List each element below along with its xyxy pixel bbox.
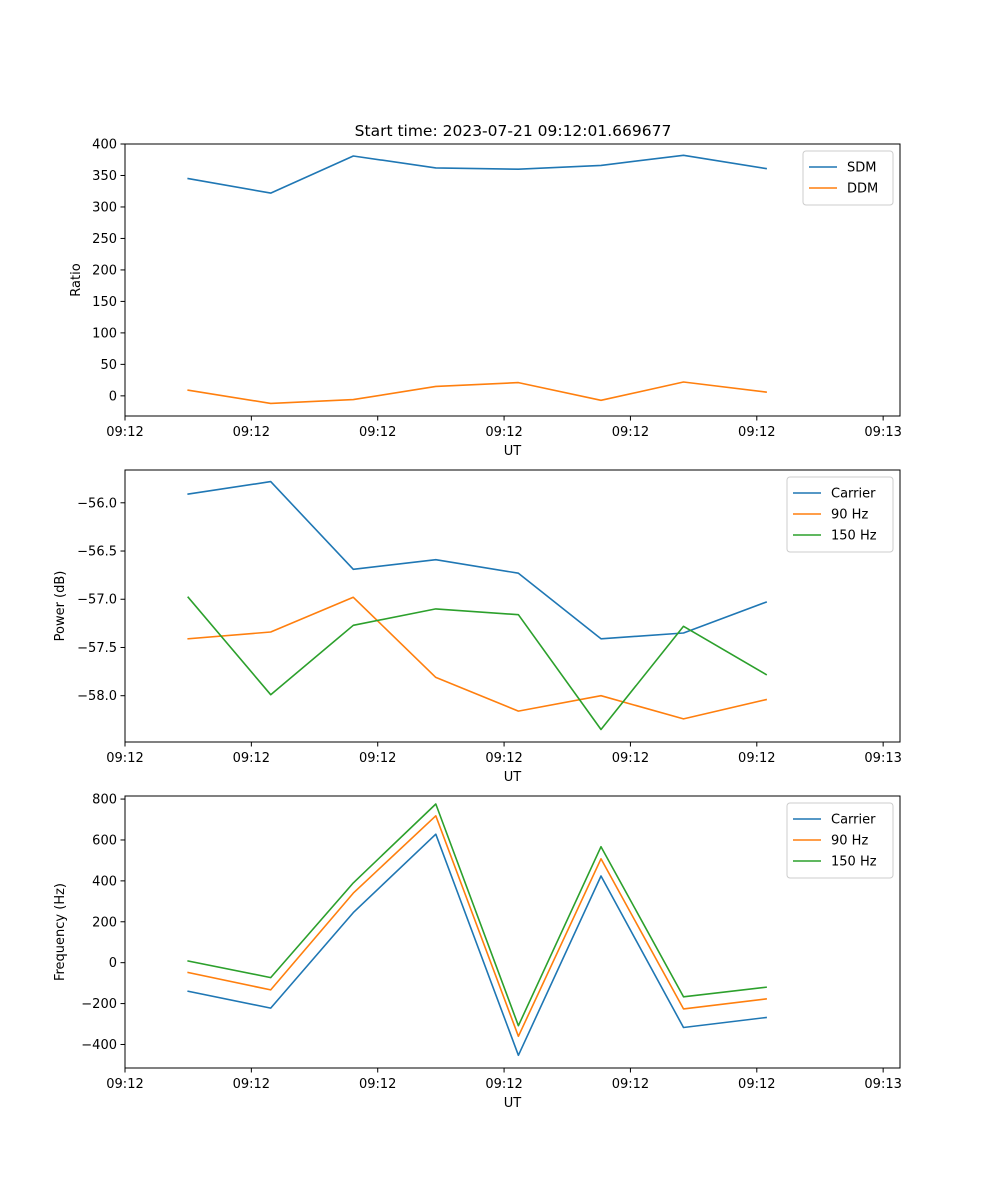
y-axis-label: Ratio (69, 263, 84, 296)
y-tick-label: 200 (92, 915, 117, 930)
x-tick-label: 09:12 (612, 751, 649, 766)
y-tick-label: 200 (92, 263, 117, 278)
legend-label-carrier: Carrier (831, 813, 876, 828)
legend-label-sdm: SDM (847, 161, 876, 176)
y-tick-label: −57.5 (77, 641, 117, 656)
x-axis-label: UT (504, 444, 522, 459)
series-line-sdm (187, 154, 768, 194)
legend-label-ddm: DDM (847, 182, 878, 197)
x-tick-label: 09:12 (359, 425, 396, 440)
x-tick-label: 09:12 (233, 751, 270, 766)
legend-label-90hz: 90 Hz (831, 508, 868, 523)
x-tick-label: 09:12 (485, 751, 522, 766)
axes-frame (124, 143, 901, 417)
series-line-ddm (187, 381, 767, 405)
y-tick-label: 50 (100, 358, 117, 373)
x-tick-label: 09:12 (106, 1077, 143, 1092)
y-tick-label: 0 (109, 956, 117, 971)
y-tick-label: 100 (92, 326, 117, 341)
series-line-carrier (187, 480, 768, 640)
legend-box (786, 476, 894, 553)
legend-label-150hz: 150 Hz (831, 855, 877, 870)
x-tick-label: 09:12 (106, 425, 143, 440)
series-line-150hz (187, 803, 767, 1027)
legend: SDM DDM (802, 150, 894, 206)
y-tick-label: 250 (92, 232, 117, 247)
y-tick-label: 600 (92, 833, 117, 848)
x-tick-label: 09:12 (612, 425, 649, 440)
x-tick-label: 09:12 (233, 1077, 270, 1092)
series-line-carrier (187, 833, 767, 1057)
y-tick-label: −57.0 (77, 593, 117, 608)
x-tick-label: 09:12 (738, 1077, 775, 1092)
y-tick-label: −400 (81, 1038, 117, 1053)
axes-frame (124, 795, 901, 1069)
y-tick-label: 800 (92, 793, 117, 808)
y-tick-label: −56.5 (77, 545, 117, 560)
figure-title: Start time: 2023-07-21 09:12:01.669677 (355, 122, 672, 140)
axes-frame (124, 469, 901, 743)
y-axis-label: Power (dB) (53, 571, 68, 642)
x-axis-label: UT (504, 1096, 522, 1111)
x-tick-label: 09:12 (612, 1077, 649, 1092)
y-tick-label: 400 (92, 138, 117, 153)
x-tick-label: 09:12 (359, 751, 396, 766)
series-line-90hz (187, 596, 768, 720)
legend-box (802, 150, 894, 206)
x-tick-label: 09:12 (738, 425, 775, 440)
y-tick-label: 150 (92, 295, 117, 310)
x-tick-label: 09:13 (864, 425, 901, 440)
x-tick-label: 09:13 (864, 1077, 901, 1092)
x-tick-label: 09:12 (359, 1077, 396, 1092)
y-tick-label: −58.0 (77, 689, 117, 704)
x-tick-label: 09:12 (485, 425, 522, 440)
legend: Carrier 90 Hz 150 Hz (786, 476, 894, 553)
legend-label-90hz: 90 Hz (831, 834, 868, 849)
frequency-axes: 09:12 09:12 09:12 09:12 09:12 09:12 09:13 −400 −… (53, 793, 902, 1111)
ratio-axes: 09:12 09:12 09:12 09:12 09:12 09:12 09:13 0 50 10… (69, 138, 902, 460)
x-axis-label: UT (504, 770, 522, 785)
legend-label-carrier: Carrier (831, 487, 876, 502)
legend: Carrier 90 Hz 150 Hz (786, 802, 894, 879)
x-tick-label: 09:12 (233, 425, 270, 440)
y-tick-label: 0 (109, 389, 117, 404)
y-tick-label: −200 (81, 997, 117, 1012)
legend-label-150hz: 150 Hz (831, 529, 877, 544)
y-tick-label: 350 (92, 169, 117, 184)
x-tick-label: 09:12 (485, 1077, 522, 1092)
x-tick-label: 09:13 (864, 751, 901, 766)
series-line-150hz (187, 596, 768, 731)
y-axis-label: Frequency (Hz) (53, 883, 68, 981)
power-axes: 09:12 09:12 09:12 09:12 09:12 09:12 09:13 −56.0… (53, 469, 902, 785)
x-tick-label: 09:12 (738, 751, 775, 766)
legend-box (786, 802, 894, 879)
series-line-90hz (187, 814, 767, 1038)
y-tick-label: 300 (92, 200, 117, 215)
y-tick-label: 400 (92, 874, 117, 889)
x-tick-label: 09:12 (106, 751, 143, 766)
y-tick-label: −56.0 (77, 496, 117, 511)
